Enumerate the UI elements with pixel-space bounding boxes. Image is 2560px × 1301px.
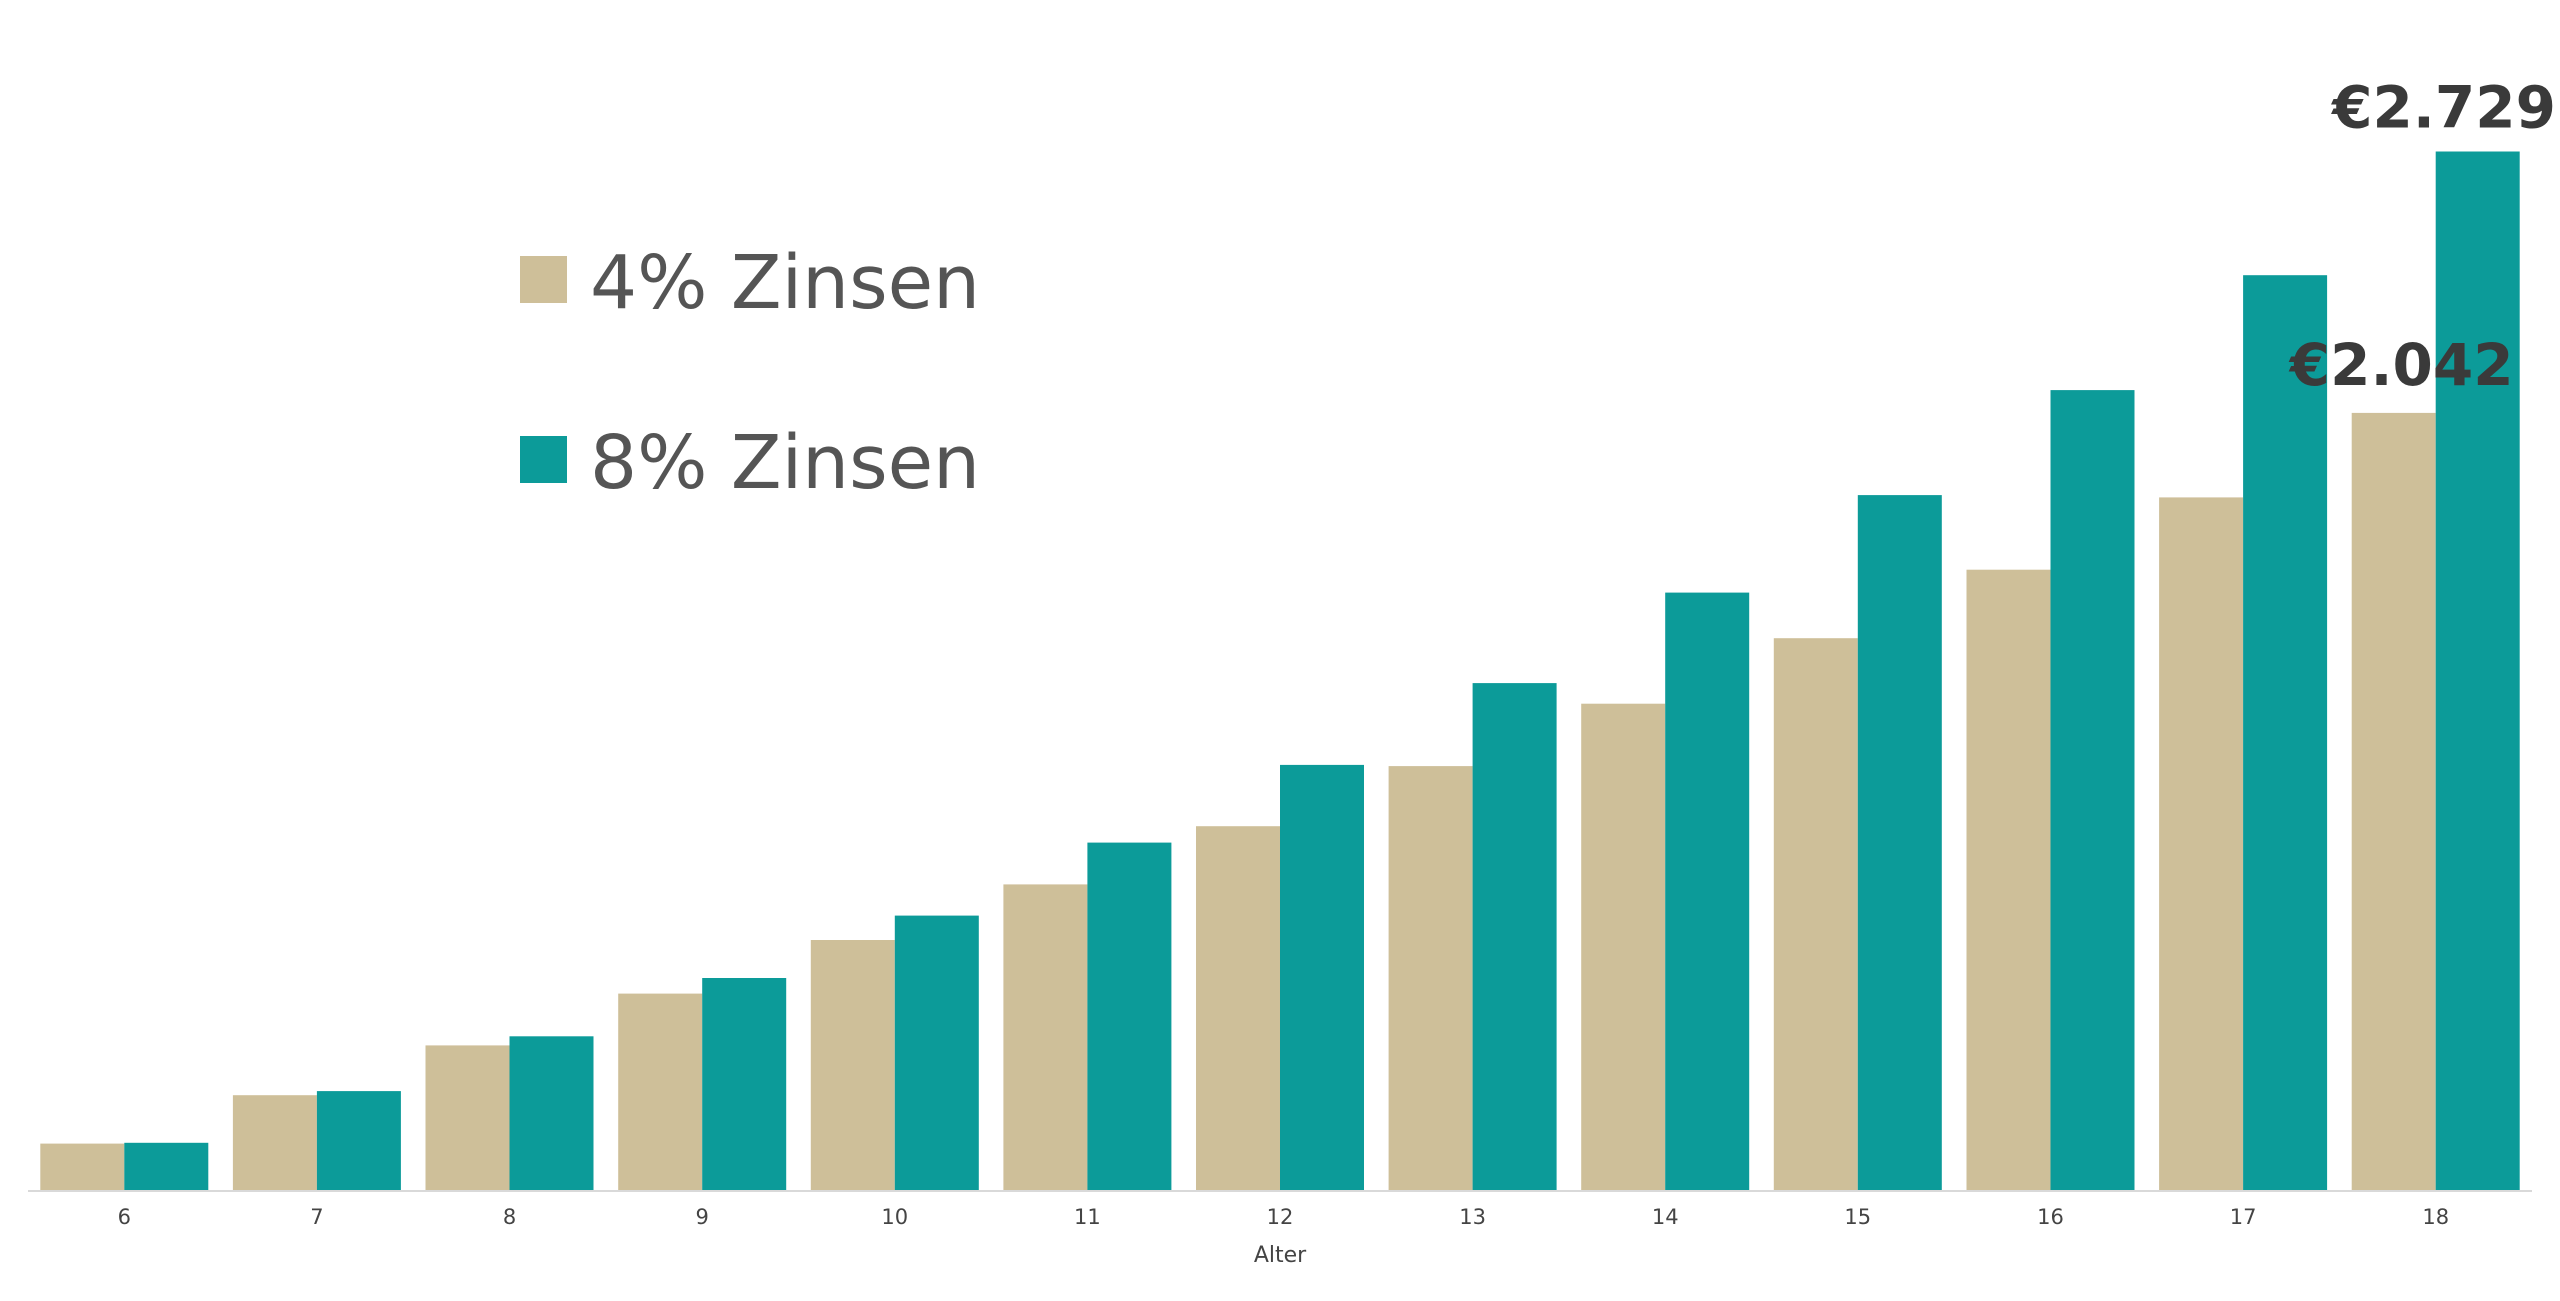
bar-zinsen-4-age-6 <box>40 1143 125 1190</box>
legend: 4% Zinsen 8% Zinsen <box>520 240 980 506</box>
bar-zinsen-4-age-15 <box>1773 638 1858 1190</box>
x-tick-label-11: 11 <box>1074 1205 1101 1229</box>
bar-zinsen-4-age-10 <box>810 940 895 1190</box>
data-labels: €2.042 €2.729 <box>2288 74 2556 399</box>
bar-zinsen-4-age-12 <box>1196 826 1280 1190</box>
bar-zinsen-4-age-16 <box>1966 569 2051 1190</box>
bar-zinsen-8-age-16 <box>2050 390 2135 1191</box>
data-label-zinsen-8: €2.729 <box>2330 74 2556 142</box>
bar-zinsen-8-age-13 <box>1472 683 1557 1190</box>
x-tick-labels: 6 7 8 9 10 11 12 13 14 15 16 17 18 <box>118 1205 2449 1229</box>
x-tick-label-9: 9 <box>696 1205 709 1229</box>
x-tick-label-6: 6 <box>118 1205 131 1229</box>
legend-label-zinsen-4: 4% Zinsen <box>590 240 980 326</box>
bar-zinsen-8-age-12 <box>1280 764 1364 1190</box>
bar-zinsen-8-age-14 <box>1665 592 1750 1190</box>
bar-zinsen-4-age-13 <box>1388 766 1473 1190</box>
bars-layer <box>40 151 2520 1191</box>
x-tick-label-12: 12 <box>1267 1205 1294 1229</box>
bar-zinsen-4-age-7 <box>232 1095 317 1190</box>
bar-zinsen-4-age-11 <box>1003 884 1088 1190</box>
bar-zinsen-8-age-6 <box>124 1142 209 1190</box>
bar-zinsen-4-age-14 <box>1581 703 1666 1190</box>
bar-zinsen-4-age-9 <box>618 993 703 1190</box>
legend-swatch-zinsen-4 <box>520 256 567 303</box>
x-tick-label-8: 8 <box>503 1205 516 1229</box>
bar-zinsen-8-age-15 <box>1857 495 1942 1191</box>
bar-zinsen-8-age-10 <box>894 915 979 1190</box>
bar-zinsen-8-age-9 <box>702 978 787 1190</box>
x-tick-label-7: 7 <box>310 1205 323 1229</box>
bar-zinsen-4-age-8 <box>425 1045 510 1190</box>
bar-zinsen-8-age-18 <box>2435 151 2520 1190</box>
x-tick-label-18: 18 <box>2422 1205 2449 1229</box>
bar-zinsen-8-age-11 <box>1087 842 1172 1190</box>
bar-zinsen-4-age-17 <box>2159 497 2244 1190</box>
x-tick-label-10: 10 <box>881 1205 908 1229</box>
x-tick-label-13: 13 <box>1459 1205 1486 1229</box>
data-label-zinsen-4: €2.042 <box>2288 331 2514 399</box>
x-tick-label-17: 17 <box>2230 1205 2257 1229</box>
bar-zinsen-8-age-8 <box>509 1036 594 1190</box>
bar-zinsen-8-age-7 <box>316 1091 401 1190</box>
bar-zinsen-8-age-17 <box>2243 275 2328 1190</box>
x-tick-label-16: 16 <box>2037 1205 2064 1229</box>
x-tick-label-14: 14 <box>1652 1205 1679 1229</box>
x-axis-title: Alter <box>1254 1243 1307 1268</box>
legend-label-zinsen-8: 8% Zinsen <box>590 420 980 506</box>
bar-zinsen-4-age-18 <box>2351 412 2436 1190</box>
legend-swatch-zinsen-8 <box>520 436 567 483</box>
x-tick-label-15: 15 <box>1844 1205 1871 1229</box>
